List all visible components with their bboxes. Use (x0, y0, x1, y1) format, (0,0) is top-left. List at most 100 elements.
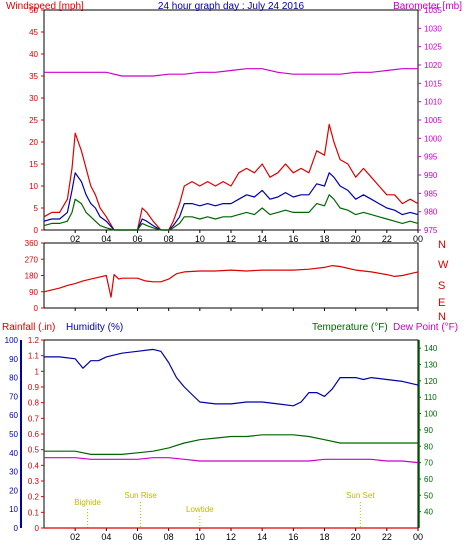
temp-ytick-label: 120 (424, 377, 438, 386)
weather-xtick-label: 08 (164, 532, 174, 542)
barometer-ytick-label: 1020 (424, 61, 442, 70)
windspeed-ytick-label: 15 (29, 160, 38, 169)
barometer-ytick-label: 1025 (424, 43, 442, 52)
wind-series-magenta (44, 68, 418, 77)
windspeed-ytick-label: 35 (29, 72, 38, 81)
compass-label: E (438, 297, 445, 309)
annotation-label: Sun Set (346, 491, 375, 500)
barometer-ytick-label: 1030 (424, 24, 442, 33)
rain-ytick-label: 0.8 (28, 399, 40, 408)
wind-plot-frame (43, 9, 419, 231)
humidity-ytick-label: 70 (9, 392, 18, 401)
windspeed-ytick-label: 0 (34, 226, 39, 235)
wind-xtick-label: 22 (382, 234, 392, 244)
weather-xtick-label: 14 (257, 532, 267, 542)
rain-ytick-label: 0.3 (28, 477, 40, 486)
temp-ytick-label: 90 (424, 426, 433, 435)
temp-ytick-label: 110 (424, 393, 437, 402)
humidity-ytick-label: 0 (14, 524, 19, 533)
humidity-ytick-label: 30 (9, 468, 18, 477)
humidity-ytick-label: 100 (5, 336, 19, 345)
wind-xtick-label: 14 (257, 234, 267, 244)
wind-xtick-label: 00 (413, 234, 423, 244)
direction-plot-frame (43, 242, 419, 309)
compass-label: N (438, 311, 446, 323)
direction-ytick-label: 180 (25, 272, 39, 281)
weather-xtick-label: 04 (101, 532, 111, 542)
direction-ytick-label: 0 (34, 304, 39, 313)
rain-ytick-label: 0.2 (28, 493, 40, 502)
windspeed-ytick-label: 20 (29, 138, 38, 147)
rain-ytick-label: 1 (35, 367, 40, 376)
direction-series (43, 265, 419, 298)
windspeed-ytick-label: 45 (29, 28, 38, 37)
weather-xtick-label: 00 (413, 532, 423, 542)
rain-ytick-label: 0.7 (28, 414, 40, 423)
temp-ytick-label: 60 (424, 475, 433, 484)
rain-ytick-label: 0.4 (28, 461, 40, 470)
windspeed-ytick-label: 30 (29, 94, 38, 103)
barometer-ytick-label: 1015 (424, 79, 442, 88)
rainfall-axis-label: Rainfall (.in) (2, 322, 55, 333)
barometer-ytick-label: 1035 (424, 6, 442, 15)
compass-label: S (438, 280, 445, 292)
windspeed-ytick-label: 25 (29, 116, 38, 125)
barometer-ytick-label: 975 (424, 226, 438, 235)
humidity-ytick-label: 20 (9, 486, 18, 495)
rain-ytick-label: 1.2 (28, 336, 40, 345)
wind-xtick-label: 10 (195, 234, 205, 244)
barometer-ytick-label: 990 (424, 171, 438, 180)
rain-ytick-label: 0.6 (28, 430, 40, 439)
humidity-ytick-label: 80 (9, 374, 18, 383)
humidity-axis-label: Humidity (%) (66, 322, 123, 333)
temp-ytick-label: 80 (424, 442, 433, 451)
windspeed-ytick-label: 40 (29, 50, 38, 59)
wind-series-red (43, 123, 419, 231)
humidity-ytick-label: 40 (9, 449, 18, 458)
weather-series-magenta (44, 457, 419, 464)
humidity-ytick-label: 50 (9, 430, 18, 439)
wind-series-blue (43, 172, 419, 231)
temp-ytick-label: 100 (424, 410, 438, 419)
direction-ytick-label: 90 (29, 288, 38, 297)
direction-ytick-label: 360 (25, 239, 39, 248)
weather-xtick-label: 10 (195, 532, 205, 542)
barometer-ytick-label: 1010 (424, 98, 442, 107)
rain-ytick-label: 0.9 (28, 383, 40, 392)
barometer-ytick-label: 985 (424, 189, 438, 198)
windspeed-axis-label: Windspeed [mph] (6, 1, 84, 12)
weather-xtick-label: 16 (288, 532, 298, 542)
windspeed-ytick-label: 50 (29, 6, 38, 15)
temp-ytick-label: 140 (424, 344, 438, 353)
temperature-axis-label: Temperature (°F) (312, 322, 388, 333)
rain-ytick-label: 0.5 (28, 446, 40, 455)
windspeed-ytick-label: 5 (34, 204, 39, 213)
temp-ytick-label: 40 (424, 508, 433, 517)
annotation-label: Lowtide (186, 505, 214, 514)
barometer-ytick-label: 980 (424, 208, 438, 217)
wind-series-green (43, 194, 419, 231)
windspeed-ytick-label: 10 (29, 182, 38, 191)
weather-xtick-label: 18 (319, 532, 329, 542)
dew-point-axis-label: Dew Point (°F) (393, 322, 458, 333)
annotation-label: Sun Rise (124, 491, 157, 500)
weather-series-green (44, 434, 418, 455)
temp-ytick-label: 70 (424, 459, 433, 468)
weather-xtick-label: 02 (70, 532, 80, 542)
rain-ytick-label: 0.1 (28, 508, 40, 517)
barometer-ytick-label: 1005 (424, 116, 442, 125)
humidity-ytick-label: 60 (9, 411, 18, 420)
direction-ytick-label: 270 (25, 255, 39, 264)
weather-series-blue (44, 348, 419, 407)
temp-ytick-label: 130 (424, 361, 438, 370)
compass-label: N (438, 239, 446, 251)
wind-xtick-label: 20 (351, 234, 361, 244)
weather-xtick-label: 22 (382, 532, 392, 542)
compass-label: W (438, 259, 449, 271)
weather-xtick-label: 20 (351, 532, 361, 542)
wind-xtick-label: 04 (101, 234, 111, 244)
humidity-ytick-label: 90 (9, 355, 18, 364)
barometer-axis-label: Barometer [mb] (393, 1, 462, 12)
